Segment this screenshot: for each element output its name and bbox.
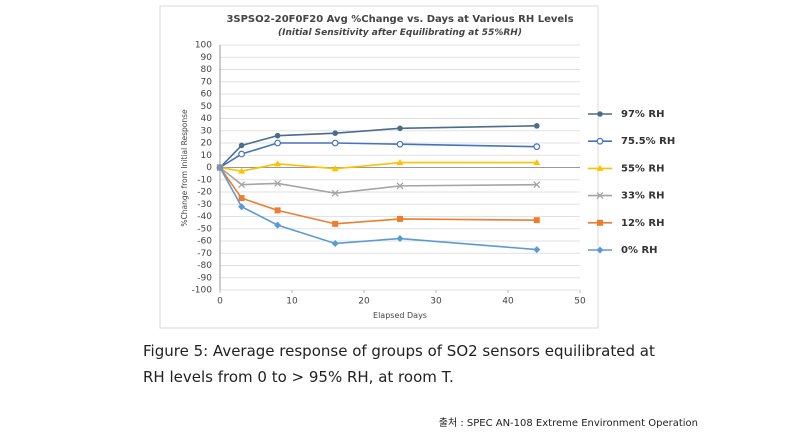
y-tick-label: 30 xyxy=(201,126,213,136)
series-line xyxy=(219,125,537,169)
caption-line: Figure 5: Average response of groups of … xyxy=(143,342,655,360)
marker xyxy=(533,181,541,189)
source-note: 출처 : SPEC AN-108 Extreme Environment Ope… xyxy=(439,417,698,429)
legend-label: 12% RH xyxy=(621,218,665,229)
y-tick-label: 0 xyxy=(206,163,212,173)
series-line xyxy=(219,167,537,251)
series-line xyxy=(219,166,537,195)
marker xyxy=(238,142,245,149)
marker xyxy=(332,220,339,227)
marker xyxy=(331,165,339,172)
y-tick-label: 50 xyxy=(201,102,213,112)
x-tick-label: 50 xyxy=(574,297,586,307)
y-tick-label: -40 xyxy=(197,212,212,222)
y-tick-label: 100 xyxy=(195,41,212,51)
marker xyxy=(533,159,541,166)
y-tick-label: 80 xyxy=(201,65,213,75)
y-tick-label: 70 xyxy=(201,77,213,87)
marker xyxy=(331,239,339,247)
x-tick-label: 10 xyxy=(286,297,298,307)
y-tick-label: -20 xyxy=(197,188,212,198)
marker xyxy=(396,235,404,243)
marker xyxy=(396,159,404,166)
marker xyxy=(397,215,403,222)
legend-label: 55% RH xyxy=(621,163,665,174)
series-line xyxy=(219,161,537,172)
y-tick-label: -70 xyxy=(197,249,212,259)
x-tick-label: 30 xyxy=(430,297,442,307)
y-tick-label: -60 xyxy=(197,237,212,247)
marker xyxy=(533,246,541,254)
x-tick-label: 20 xyxy=(358,297,370,307)
legend-label: 75.5% RH xyxy=(621,136,675,147)
series-line xyxy=(219,167,537,225)
series-line xyxy=(219,142,537,169)
marker xyxy=(274,207,281,214)
marker xyxy=(596,164,604,171)
marker xyxy=(331,139,339,147)
marker xyxy=(274,221,282,229)
marker xyxy=(274,179,282,187)
marker xyxy=(596,246,604,254)
y-tick-label: 20 xyxy=(201,139,213,149)
marker xyxy=(238,203,246,211)
marker xyxy=(216,164,224,171)
marker xyxy=(331,189,339,197)
marker xyxy=(596,192,604,200)
y-tick-label: 60 xyxy=(201,90,213,100)
marker xyxy=(274,160,282,167)
marker xyxy=(397,125,403,132)
marker xyxy=(332,130,339,136)
marker xyxy=(238,181,246,189)
marker xyxy=(596,137,604,145)
y-tick-label: -80 xyxy=(197,261,212,271)
marker xyxy=(534,123,540,129)
marker xyxy=(533,143,541,151)
marker xyxy=(396,182,404,190)
marker xyxy=(274,139,282,147)
marker xyxy=(597,219,603,226)
legend-label: 97% RH xyxy=(621,109,665,120)
y-tick-label: -30 xyxy=(197,200,212,210)
x-axis-title: Elapsed Days xyxy=(373,311,427,320)
x-tick-label: 40 xyxy=(502,297,514,307)
legend-label: 33% RH xyxy=(621,191,665,202)
y-tick-label: -10 xyxy=(197,175,212,185)
caption-line: RH levels from 0 to > 95% RH, at room T. xyxy=(143,368,454,386)
y-axis-title: %Change from Initial Response xyxy=(180,109,189,227)
marker xyxy=(533,217,540,224)
marker xyxy=(238,150,246,158)
marker xyxy=(238,167,246,174)
chart-title: 3SPSO2-20F0F20 Avg %Change vs. Days at V… xyxy=(226,14,573,25)
chart-subtitle: (Initial Sensitivity after Equilibrating… xyxy=(278,28,522,38)
marker xyxy=(597,111,603,117)
marker xyxy=(274,132,281,139)
y-tick-label: 90 xyxy=(201,53,213,63)
x-tick-label: 0 xyxy=(217,297,223,307)
y-tick-label: -90 xyxy=(197,273,212,283)
legend-label: 0% RH xyxy=(621,245,658,256)
y-tick-label: -100 xyxy=(192,286,213,296)
y-tick-label: 40 xyxy=(201,114,213,124)
marker xyxy=(238,195,245,202)
marker xyxy=(396,140,404,148)
y-tick-label: 10 xyxy=(201,151,213,161)
y-tick-label: -50 xyxy=(197,224,212,234)
